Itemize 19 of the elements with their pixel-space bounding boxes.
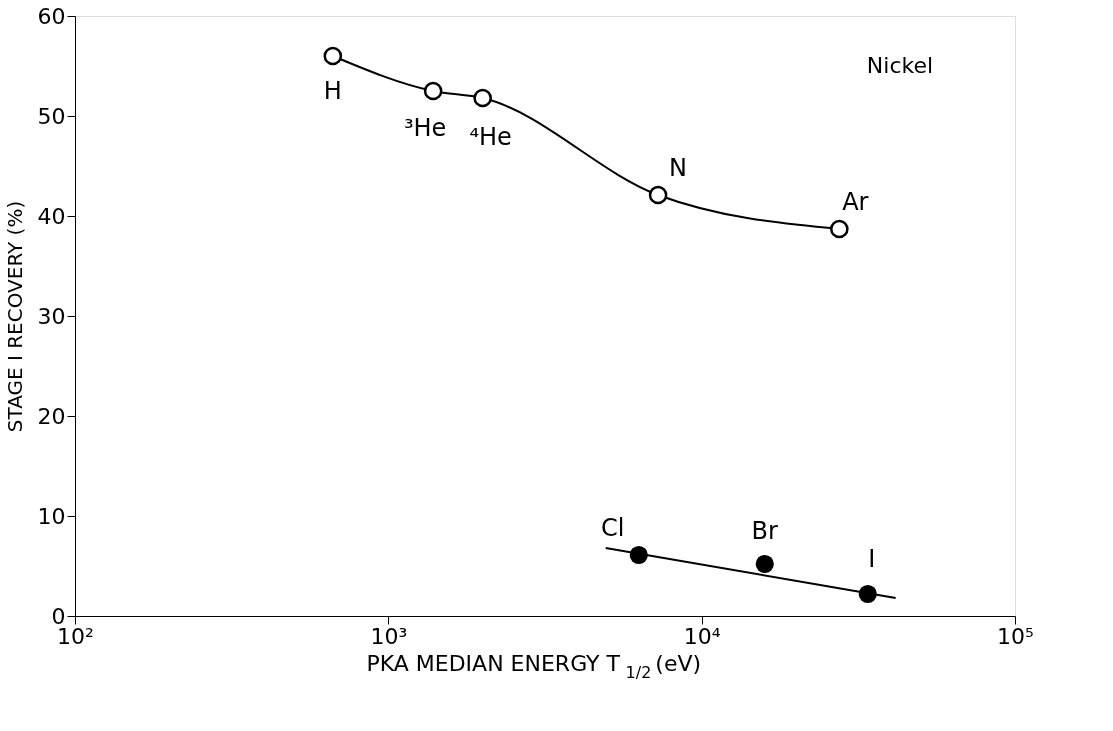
annotation: ⁴He [469, 123, 512, 151]
annotation: Cl [601, 514, 625, 542]
annotation: H [323, 77, 342, 105]
annotation: ³He [403, 114, 447, 142]
y-tick-label: 20 [37, 403, 66, 429]
annotation: N [669, 154, 688, 182]
annotation: Br [751, 517, 779, 545]
y-tick-label: 30 [37, 303, 66, 329]
y-tick-label: 10 [37, 503, 66, 529]
y-tick-label: 40 [37, 203, 66, 229]
y-axis-title: STAGE I RECOVERY (%) [2, 200, 27, 433]
annotation: Ar [842, 188, 869, 216]
x-tick-label: 10³ [370, 623, 408, 649]
x-tick-label: 10⁵ [997, 623, 1034, 649]
annotation: I [868, 545, 876, 573]
x-tick-label: 10⁴ [683, 623, 721, 649]
y-tick-label: 50 [37, 103, 66, 129]
y-tick-label: 60 [37, 3, 66, 29]
annotation: Nickel [866, 53, 934, 78]
